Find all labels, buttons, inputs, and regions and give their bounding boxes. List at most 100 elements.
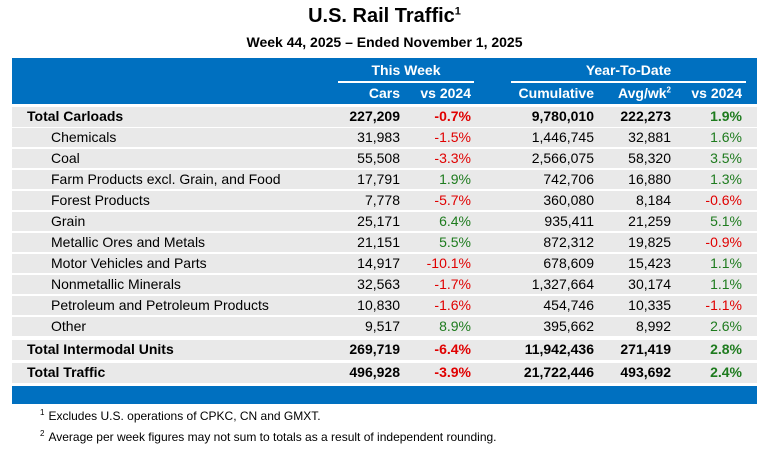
table-row: Grain 25,171 6.4% 935,411 21,259 5.1% xyxy=(12,212,757,231)
vs2024-week-header: vs 2024 xyxy=(420,85,471,101)
table-row: Total Intermodal Units 269,719 -6.4% 11,942… xyxy=(12,340,757,360)
vs2024-week-value: -6.4% xyxy=(434,341,471,357)
table-header: This Week Year-To-Date Cars vs 2024 Cumu… xyxy=(12,58,757,104)
cumulative-value: 1,327,664 xyxy=(531,276,594,292)
avg-wk-value: 8,184 xyxy=(635,192,671,208)
avg-wk-value: 30,174 xyxy=(628,276,671,292)
row-label: Metallic Ores and Metals xyxy=(51,234,206,250)
cumulative-value: 454,746 xyxy=(543,297,594,313)
vs2024-week-value: -5.7% xyxy=(434,192,471,208)
this-week-header: This Week xyxy=(338,62,474,83)
cars-value: 31,983 xyxy=(357,129,400,145)
row-label: Coal xyxy=(51,150,80,166)
vs2024-ytd-value: -1.1% xyxy=(705,297,742,313)
vs2024-week-value: -1.5% xyxy=(434,129,471,145)
vs2024-ytd-value: -0.9% xyxy=(705,234,742,250)
cars-value: 227,209 xyxy=(349,108,400,124)
cars-value: 25,171 xyxy=(357,213,400,229)
row-label: Other xyxy=(51,318,87,334)
cumulative-value: 9,780,010 xyxy=(531,108,594,124)
footnote-text: Average per week figures may not sum to … xyxy=(48,430,497,444)
footnote-text: Excludes U.S. operations of CPKC, CN and… xyxy=(48,409,321,423)
cars-value: 269,719 xyxy=(349,341,400,357)
vs2024-ytd-value: 1.1% xyxy=(710,276,742,292)
table-row: Other 9,517 8.9% 395,662 8,992 2.6% xyxy=(12,317,757,336)
page-title: U.S. Rail Traffic1 xyxy=(0,5,769,28)
footnote-1: 1 Excludes U.S. operations of CPKC, CN an… xyxy=(40,408,321,423)
avg-wk-value: 19,825 xyxy=(628,234,671,250)
table-row: Total Carloads 227,209 -0.7% 9,780,010 222,2… xyxy=(12,107,757,127)
row-label: Total Carloads xyxy=(27,108,124,124)
table-row: Total Traffic 496,928 -3.9% 21,722,446 493,6… xyxy=(12,363,757,383)
vs2024-ytd-value: 2.6% xyxy=(710,318,742,334)
avg-wk-value: 8,992 xyxy=(635,318,671,334)
vs2024-ytd-header: vs 2024 xyxy=(691,85,742,101)
cumulative-header: Cumulative xyxy=(518,85,594,101)
row-label: Total Intermodal Units xyxy=(27,341,174,357)
avg-wk-value: 58,320 xyxy=(628,150,671,166)
cumulative-value: 360,080 xyxy=(543,192,594,208)
vs2024-ytd-value: 2.4% xyxy=(710,364,742,380)
cumulative-value: 742,706 xyxy=(543,171,594,187)
subtitle: Week 44, 2025 – Ended November 1, 2025 xyxy=(246,34,523,50)
cars-value: 32,563 xyxy=(357,276,400,292)
vs2024-ytd-value: -0.6% xyxy=(705,192,742,208)
avg-wk-value: 15,423 xyxy=(628,255,671,271)
vs2024-week-value: 5.5% xyxy=(439,234,471,250)
avg-wk-value: 32,881 xyxy=(628,129,671,145)
vs2024-week-value: -10.1% xyxy=(426,255,471,271)
table-row: Coal 55,508 -3.3% 2,566,075 58,320 3.5% xyxy=(12,149,757,168)
row-label: Forest Products xyxy=(51,192,150,208)
vs2024-week-value: -1.6% xyxy=(434,297,471,313)
vs2024-week-value: -3.9% xyxy=(434,364,471,380)
row-label: Chemicals xyxy=(51,129,117,145)
cumulative-value: 2,566,075 xyxy=(531,150,594,166)
table-row: Chemicals 31,983 -1.5% 1,446,745 32,881 1.6% xyxy=(12,128,757,147)
table-row: Farm Products excl. Grain, and Food 17,79… xyxy=(12,170,757,189)
table-row: Forest Products 7,778 -5.7% 360,080 8,184 -0.… xyxy=(12,191,757,210)
vs2024-ytd-value: 1.6% xyxy=(710,129,742,145)
vs2024-week-value: 8.9% xyxy=(439,318,471,334)
cars-value: 14,917 xyxy=(357,255,400,271)
row-label: Petroleum and Petroleum Products xyxy=(51,297,269,313)
vs2024-ytd-value: 1.3% xyxy=(710,171,742,187)
vs2024-ytd-value: 5.1% xyxy=(710,213,742,229)
cumulative-value: 1,446,745 xyxy=(531,129,594,145)
cars-header: Cars xyxy=(368,85,400,101)
title-text: U.S. Rail Traffic xyxy=(308,5,455,27)
cars-value: 21,151 xyxy=(357,234,400,250)
cumulative-value: 872,312 xyxy=(543,234,594,250)
avg-wk-value: 271,419 xyxy=(620,341,671,357)
cars-value: 9,517 xyxy=(364,318,400,334)
vs2024-ytd-value: 2.8% xyxy=(710,341,742,357)
cumulative-value: 11,942,436 xyxy=(524,341,594,357)
avg-wk-header: Avg/wk2 xyxy=(618,85,671,101)
avg-wk-value: 10,335 xyxy=(628,297,671,313)
table-row: Petroleum and Petroleum Products 10,830 -1… xyxy=(12,296,757,315)
vs2024-week-value: 6.4% xyxy=(439,213,471,229)
vs2024-ytd-value: 1.9% xyxy=(710,108,742,124)
cars-value: 7,778 xyxy=(364,192,400,208)
avg-wk-text: Avg/wk xyxy=(618,85,667,101)
avg-wk-value: 21,259 xyxy=(628,213,671,229)
vs2024-week-value: -1.7% xyxy=(434,276,471,292)
cars-value: 10,830 xyxy=(357,297,400,313)
cars-value: 17,791 xyxy=(357,171,400,187)
title-footnote-mark: 1 xyxy=(454,5,461,18)
cars-value: 55,508 xyxy=(357,150,400,166)
footnote-mark: 1 xyxy=(40,408,45,417)
cars-value: 496,928 xyxy=(349,364,400,380)
vs2024-week-value: 1.9% xyxy=(439,171,471,187)
footnote-2: 2 Average per week figures may not sum to… xyxy=(40,429,497,444)
avg-wk-value: 16,880 xyxy=(628,171,671,187)
footnote-mark: 2 xyxy=(40,429,45,438)
row-label: Motor Vehicles and Parts xyxy=(51,255,207,271)
table-row: Nonmetallic Minerals 32,563 -1.7% 1,327,664… xyxy=(12,275,757,294)
row-label: Grain xyxy=(51,213,86,229)
avg-footnote-mark: 2 xyxy=(666,85,671,95)
vs2024-ytd-value: 1.1% xyxy=(710,255,742,271)
row-label: Farm Products excl. Grain, and Food xyxy=(51,171,281,187)
cumulative-value: 395,662 xyxy=(543,318,594,334)
table-row: Metallic Ores and Metals 21,151 5.5% 872,31… xyxy=(12,233,757,252)
avg-wk-value: 493,692 xyxy=(620,364,671,380)
